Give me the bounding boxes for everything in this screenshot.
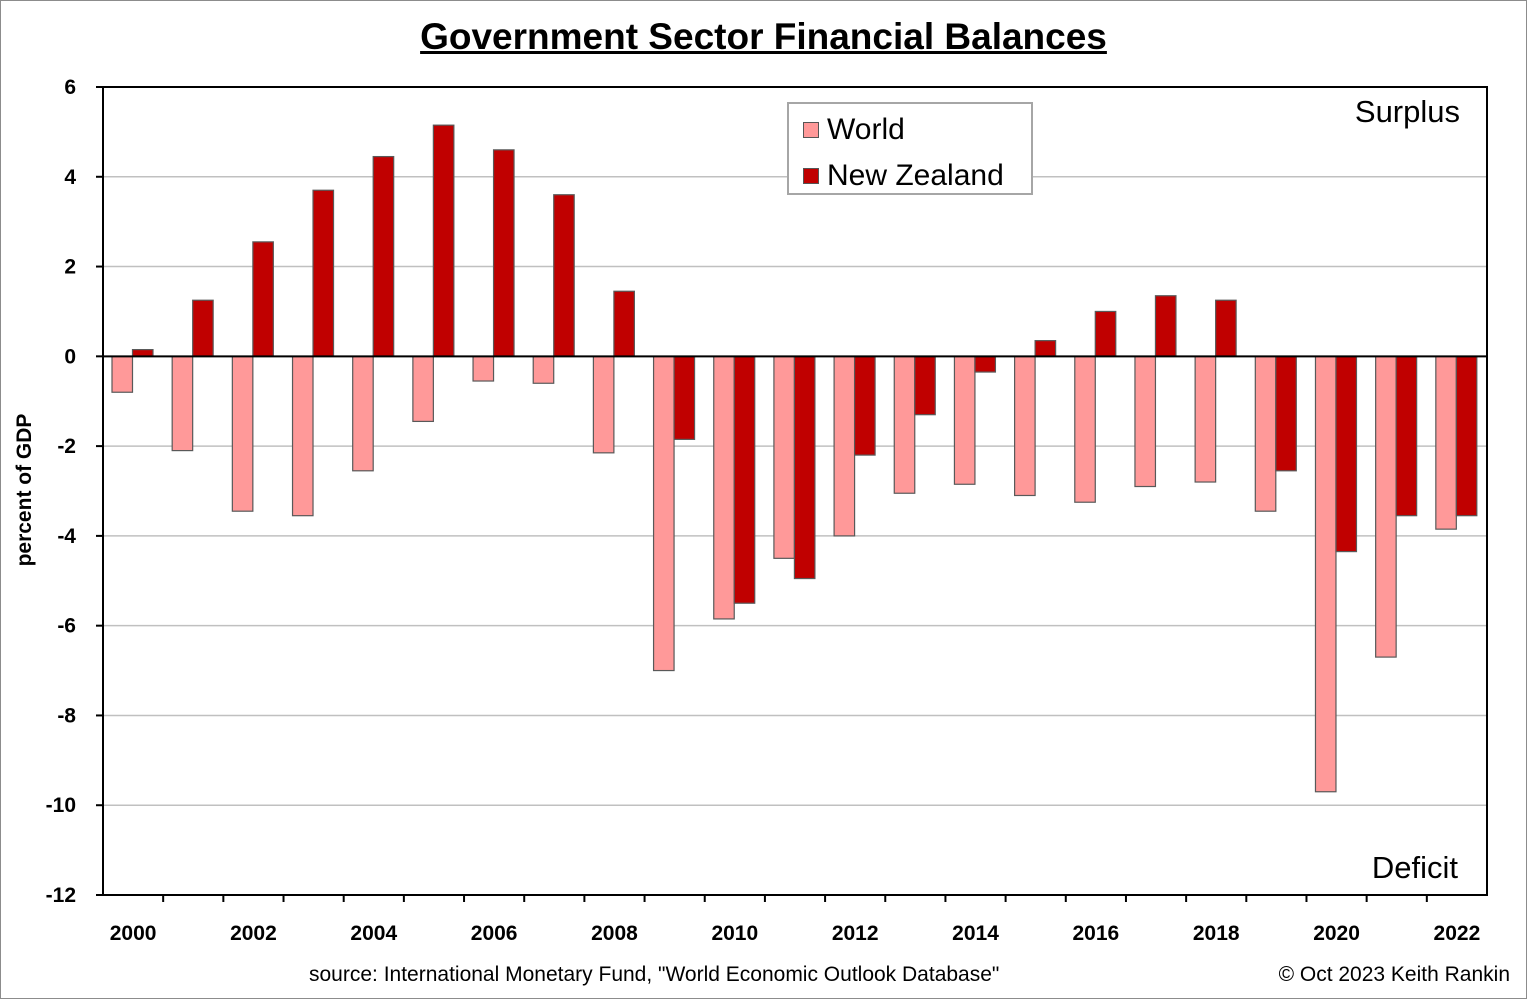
source-note: source: International Monetary Fund, "Wo… — [309, 963, 1000, 986]
y-tick-label: -8 — [57, 704, 76, 727]
bar-world — [1314, 355, 1337, 793]
x-tick-label: 2014 — [952, 922, 999, 945]
x-tick-label: 2006 — [471, 922, 518, 945]
y-tick-label: -2 — [57, 435, 76, 458]
bar-world — [1375, 355, 1397, 658]
bar-world — [953, 355, 976, 485]
x-tick-label: 2000 — [110, 922, 157, 945]
y-tick-label: 0 — [64, 345, 76, 368]
y-axis-title: percent of GDP — [13, 414, 36, 567]
chart-title: Government Sector Financial Balances — [420, 16, 1107, 57]
bar-new-zealand — [252, 241, 274, 357]
bar-new-zealand — [914, 355, 936, 416]
bar-world — [291, 355, 314, 517]
bar-new-zealand — [312, 189, 335, 357]
x-tick-label: 2012 — [832, 922, 879, 945]
bar-world — [833, 355, 856, 537]
bar-new-zealand — [1335, 355, 1358, 553]
x-tick-label: 2008 — [591, 922, 638, 945]
bar-world — [773, 355, 796, 559]
y-axis-ticks: 6 4 2 0 -2 -4 -6 -8 -10 -12 — [46, 76, 103, 907]
legend-item-world: World — [803, 112, 905, 148]
bar-world — [1134, 355, 1157, 488]
bar-world — [1435, 355, 1457, 530]
x-tick-label: 2002 — [230, 922, 277, 945]
bar-world — [1194, 355, 1217, 483]
bar-new-zealand — [131, 349, 154, 357]
bar-world — [532, 355, 555, 384]
bar-new-zealand — [372, 155, 395, 357]
bar-new-zealand — [1275, 355, 1297, 472]
y-tick-label: -10 — [46, 794, 76, 817]
x-tick-label: 2010 — [711, 922, 758, 945]
bar-new-zealand — [793, 355, 816, 580]
y-tick-label: -12 — [46, 884, 76, 907]
bar-world — [713, 355, 735, 620]
bar-world — [352, 355, 374, 472]
surplus-label: Surplus — [1355, 94, 1460, 129]
bar-new-zealand — [553, 194, 575, 357]
bar-new-zealand — [432, 124, 455, 357]
plot-area-border — [102, 86, 1488, 896]
bar-new-zealand — [192, 299, 214, 357]
legend-label-new-zealand: New Zealand — [827, 159, 1004, 192]
bar-new-zealand — [673, 355, 696, 440]
y-tick-label: -6 — [57, 615, 76, 638]
x-tick-label: 2020 — [1313, 922, 1360, 945]
bars — [111, 124, 1478, 793]
y-tick-label: 6 — [64, 76, 76, 99]
y-tick-label: 2 — [64, 256, 76, 279]
legend-label-world: World — [827, 113, 905, 146]
bar-new-zealand — [1094, 310, 1117, 357]
bar-new-zealand — [1154, 295, 1177, 357]
bar-new-zealand — [1455, 355, 1478, 517]
bar-world — [472, 355, 495, 382]
bar-world — [592, 355, 615, 454]
bar-new-zealand — [974, 355, 997, 373]
copyright-note: © Oct 2023 Keith Rankin — [1278, 963, 1510, 986]
bar-new-zealand — [492, 149, 515, 357]
bar-world — [1074, 355, 1096, 503]
bar-world — [652, 355, 675, 672]
y-tick-label: -4 — [57, 525, 76, 548]
legend-swatch-world — [803, 122, 819, 138]
bar-new-zealand — [1215, 299, 1237, 357]
bar-new-zealand — [733, 355, 756, 604]
bar-world — [1014, 355, 1036, 497]
bar-world — [111, 355, 134, 393]
bar-world — [171, 355, 194, 452]
bar-new-zealand — [613, 290, 635, 357]
bar-new-zealand — [1034, 340, 1057, 357]
legend-swatch-new-zealand — [803, 168, 819, 184]
y-tick-label: 4 — [64, 166, 76, 189]
bar-world — [231, 355, 254, 512]
bar-world — [412, 355, 434, 423]
x-tick-label: 2004 — [350, 922, 397, 945]
bar-new-zealand — [853, 355, 876, 456]
bar-new-zealand — [1395, 355, 1418, 517]
x-tick-label: 2018 — [1193, 922, 1240, 945]
x-axis-ticks: 2000 2002 2004 2006 2008 2010 2012 2014 2016 2018… — [110, 895, 1481, 945]
legend-item-new-zealand: New Zealand — [803, 158, 1004, 194]
x-tick-label: 2022 — [1434, 922, 1481, 945]
legend: World New Zealand — [787, 102, 1033, 195]
deficit-label: Deficit — [1372, 850, 1459, 885]
x-tick-label: 2016 — [1073, 922, 1120, 945]
bar-world — [1254, 355, 1277, 512]
bar-world — [893, 355, 916, 494]
